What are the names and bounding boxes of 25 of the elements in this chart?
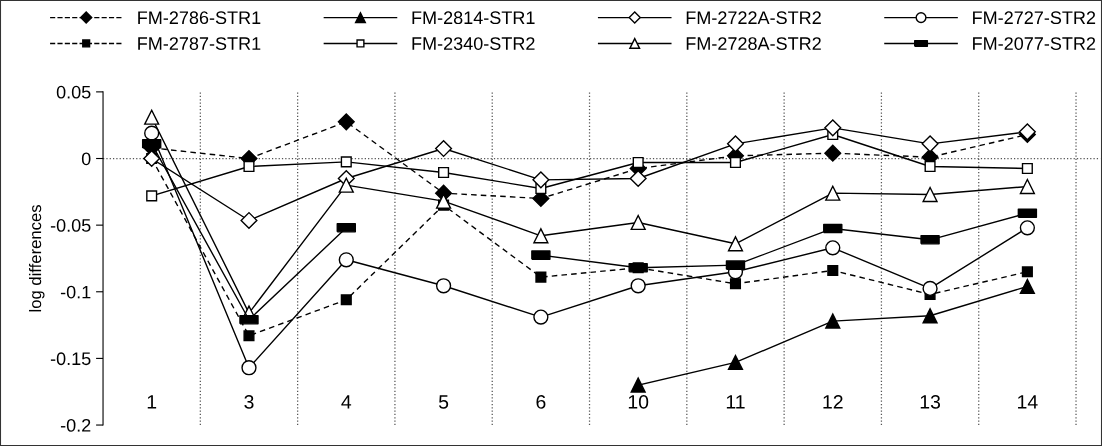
x-tick-label: 6 [536, 395, 546, 409]
legend-label: FM-2077-STR2 [973, 37, 1096, 50]
y-tick-label: 0 [81, 152, 91, 166]
x-tick-label: 12 [823, 395, 843, 409]
legend-label: FM-2814-STR1 [412, 11, 535, 25]
x-tick-label: 5 [438, 395, 449, 409]
legend-label: FM-2340-STR2 [412, 37, 535, 50]
x-tick-label: 14 [1018, 395, 1038, 409]
y-tick-label: -0.15 [50, 352, 91, 366]
y-tick-label: -0.1 [60, 285, 91, 299]
legend-label: FM-2722A-STR2 [686, 11, 821, 25]
x-tick-label: 3 [244, 395, 254, 409]
y-axis-title: log differences [28, 205, 45, 312]
x-tick-label: 13 [920, 395, 941, 409]
x-tick-label: 11 [726, 395, 745, 409]
x-tick-label: 4 [341, 395, 352, 409]
x-tick-label: 1 [147, 395, 157, 409]
y-tick-label: 0.05 [56, 85, 91, 99]
legend-label: FM-2728A-STR2 [686, 37, 821, 50]
legend-label: FM-2786-STR1 [138, 11, 261, 25]
y-tick-label: -0.05 [50, 219, 91, 232]
y-tick-label: -0.2 [60, 418, 91, 432]
x-tick-label: 10 [628, 395, 649, 409]
legend-label: FM-2787-STR1 [138, 37, 261, 50]
legend-label: FM-2727-STR2 [973, 11, 1096, 25]
